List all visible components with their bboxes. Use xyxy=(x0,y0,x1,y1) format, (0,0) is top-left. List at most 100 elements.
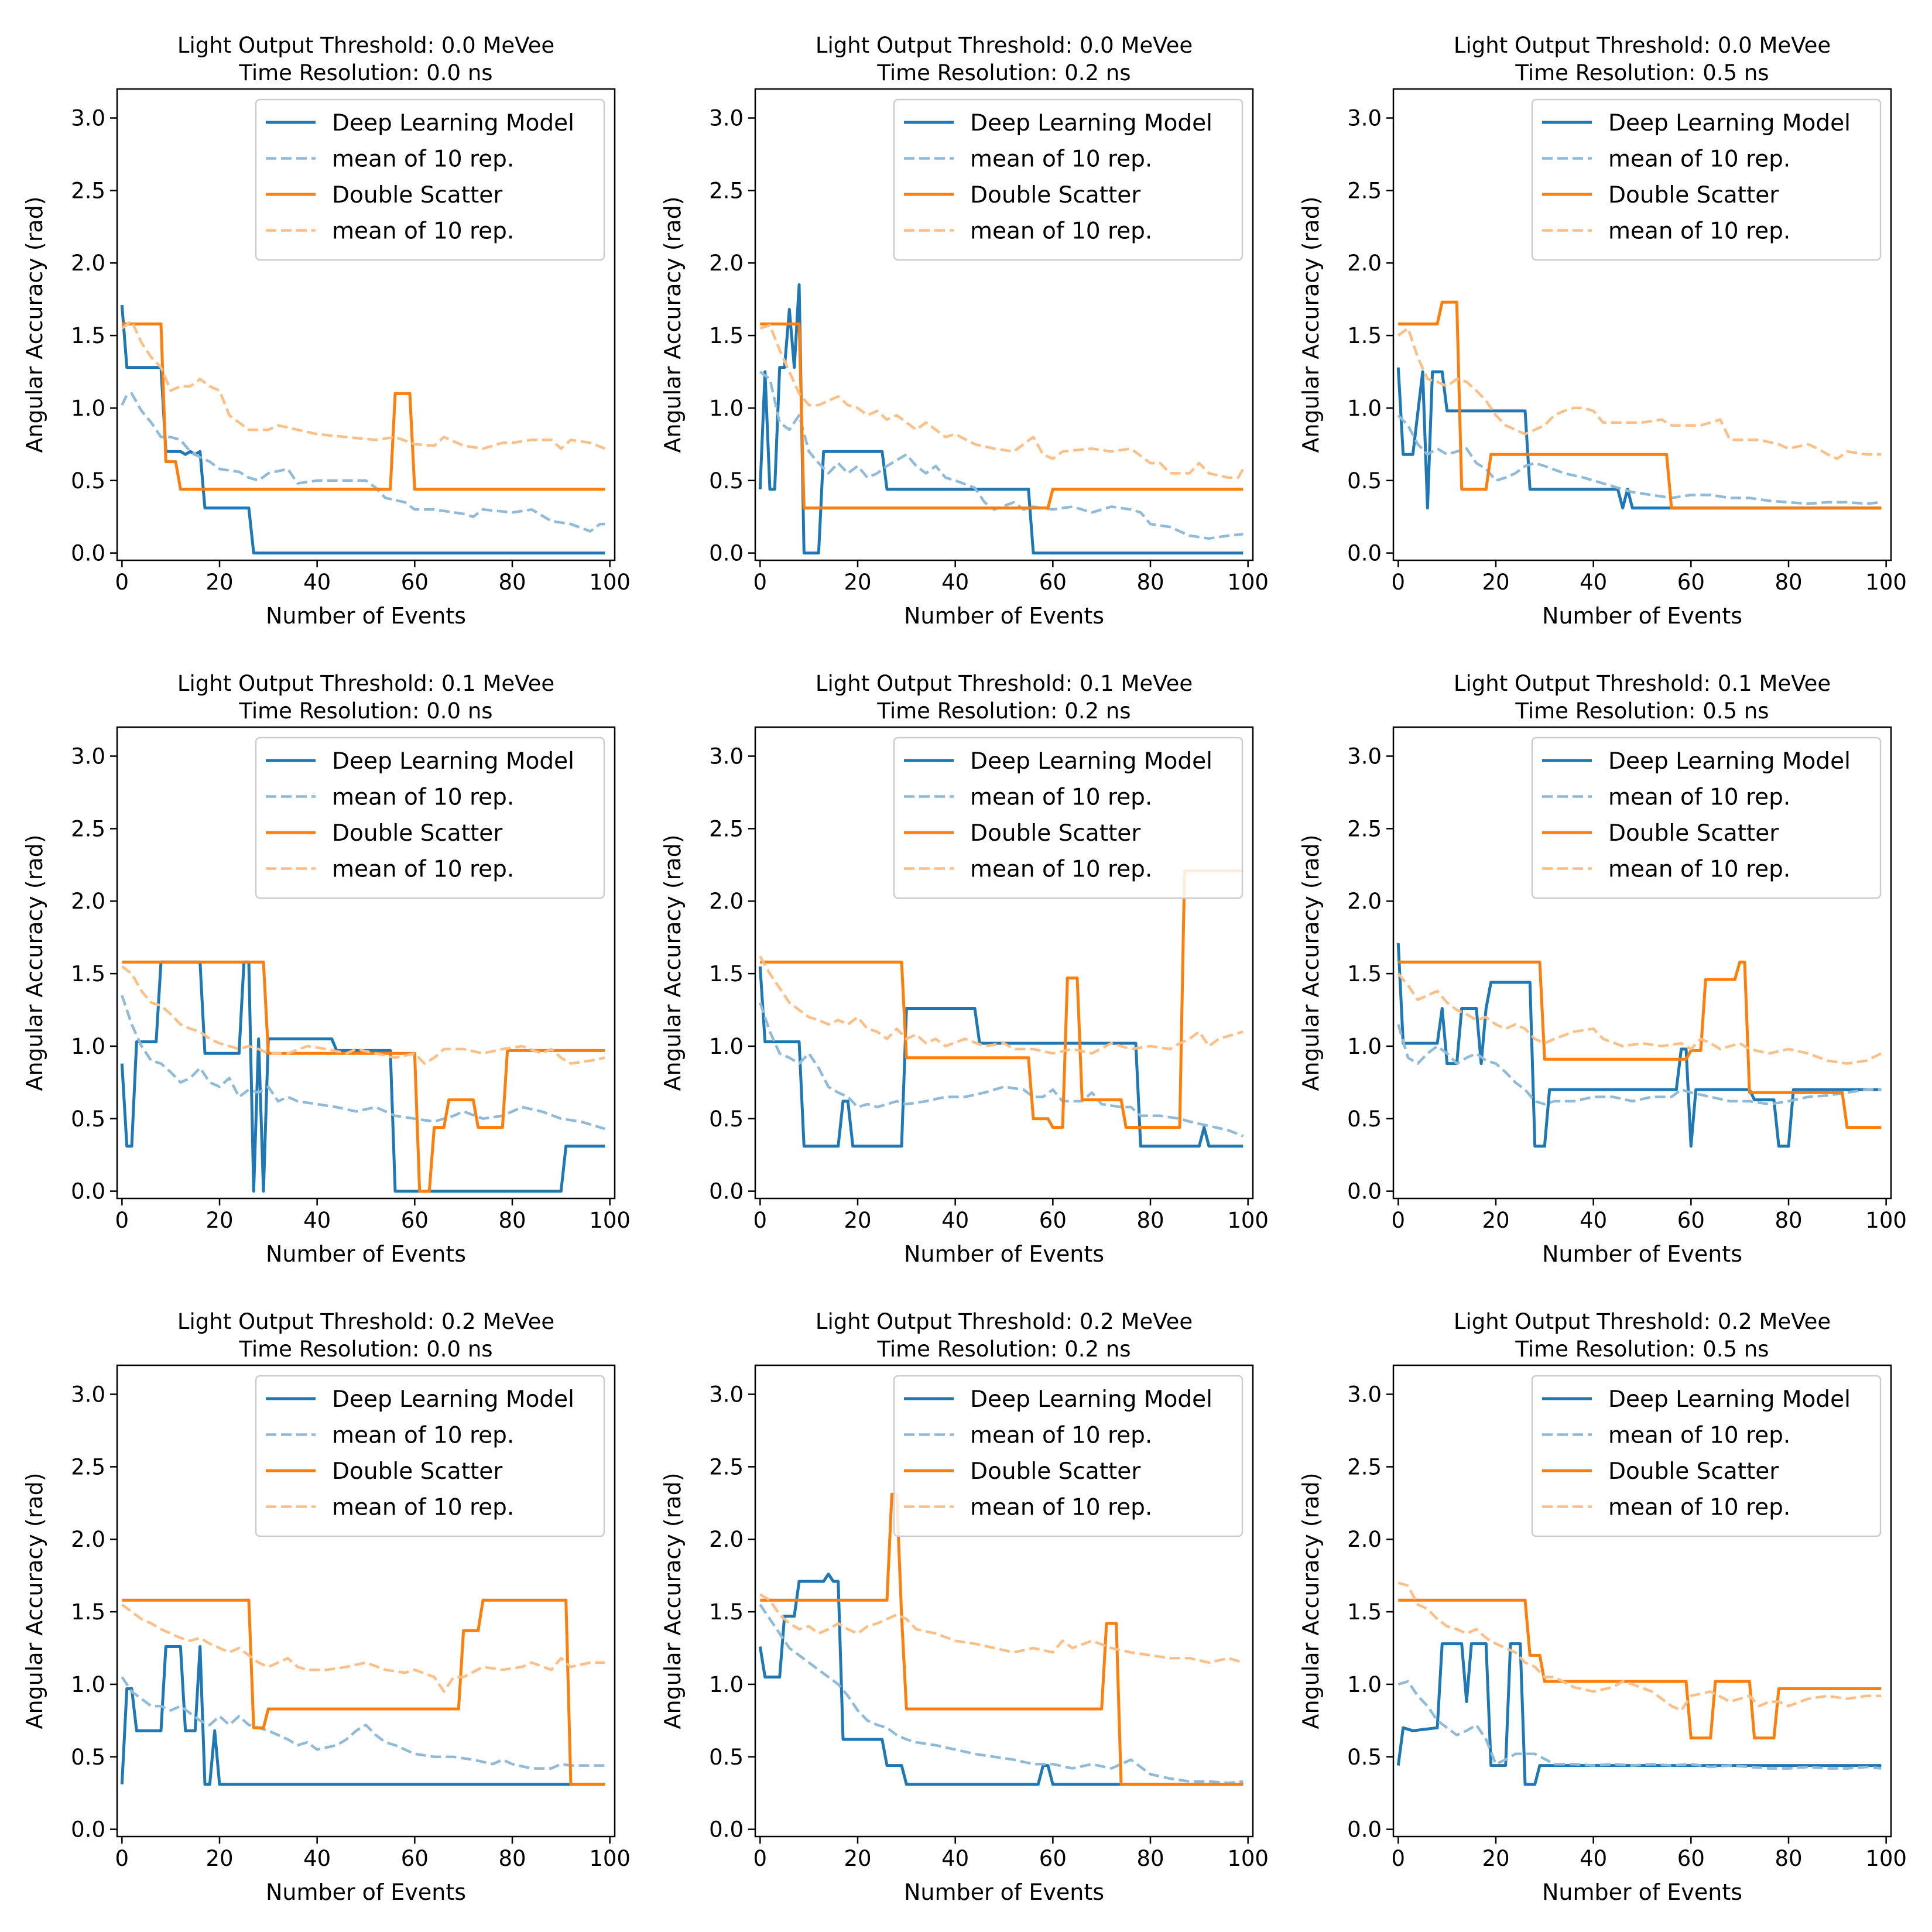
legend-label: Double Scatter xyxy=(332,820,503,847)
x-tick-label: 100 xyxy=(1865,570,1907,595)
y-tick-label: 2.0 xyxy=(71,1527,105,1552)
legend-label: mean of 10 rep. xyxy=(970,785,1152,811)
y-tick-label: 2.5 xyxy=(709,1454,744,1479)
x-axis-label: Number of Events xyxy=(904,603,1104,629)
x-axis-label: Number of Events xyxy=(266,1879,466,1905)
legend-label: mean of 10 rep. xyxy=(332,857,514,883)
x-tick-label: 20 xyxy=(1482,570,1509,595)
x-tick-label: 40 xyxy=(303,1208,331,1233)
y-tick-label: 0.5 xyxy=(709,468,744,494)
dl-series-line xyxy=(120,1645,605,1786)
dl-series-line xyxy=(1396,367,1882,510)
legend: Deep Learning Model mean of 10 rep. Double… xyxy=(893,737,1244,899)
x-tick-label: 20 xyxy=(844,1846,871,1871)
x-tick-label: 60 xyxy=(1039,570,1067,595)
y-tick-label: 0.5 xyxy=(71,1745,105,1770)
subplot-7: Light Output Threshold: 0.2 MeVee Time Re… xyxy=(22,1309,631,1905)
x-tick-label: 60 xyxy=(401,570,429,595)
x-tick-label: 60 xyxy=(1039,1208,1067,1233)
dl-series-line xyxy=(758,966,1244,1148)
ds-series-line xyxy=(760,869,1244,1129)
dl-mean-series-line xyxy=(1397,1024,1882,1106)
x-tick-label: 60 xyxy=(401,1208,429,1233)
x-tick-label: 0 xyxy=(753,570,768,595)
x-tick-label: 0 xyxy=(1392,1846,1406,1871)
y-tick-label: 2.5 xyxy=(1347,178,1382,203)
x-tick-label: 60 xyxy=(1677,1208,1705,1233)
y-tick-label: 1.5 xyxy=(71,323,105,348)
y-tick-label: 2.5 xyxy=(71,1454,105,1479)
dl-series-line xyxy=(758,1573,1244,1786)
x-tick-label: 20 xyxy=(1482,1208,1509,1233)
x-tick-label: 40 xyxy=(1580,570,1607,595)
x-axis-label: Number of Events xyxy=(904,1879,1104,1905)
axes-frame xyxy=(1392,1364,1892,1838)
y-axis-label: Angular Accuracy (rad) xyxy=(660,1472,686,1729)
ds-series-line xyxy=(122,1598,605,1786)
subplot-title-line: Time Resolution: 0.2 ns xyxy=(876,698,1131,724)
y-tick-label: 0.5 xyxy=(709,1745,744,1770)
axes-frame xyxy=(116,1364,616,1838)
subplot-title-line: Light Output Threshold: 0.1 MeVee xyxy=(1454,671,1831,696)
y-tick-label: 1.5 xyxy=(1347,961,1382,986)
y-axis-label: Angular Accuracy (rad) xyxy=(660,834,686,1091)
legend: Deep Learning Model mean of 10 rep. Double… xyxy=(893,1375,1244,1537)
ds-mean-series-line xyxy=(1397,972,1882,1065)
subplot-title-line: Time Resolution: 0.5 ns xyxy=(1515,60,1769,85)
legend: Deep Learning Model mean of 10 rep. Double… xyxy=(893,98,1244,261)
legend: Deep Learning Model mean of 10 rep. Double… xyxy=(255,737,605,899)
legend-box xyxy=(1531,1375,1882,1537)
y-tick-label: 2.0 xyxy=(1347,251,1382,276)
x-tick-label: 100 xyxy=(1865,1846,1907,1871)
y-tick-label: 1.5 xyxy=(71,961,105,986)
y-tick-label: 2.5 xyxy=(71,178,105,203)
subplot-title-line: Time Resolution: 0.5 ns xyxy=(1515,1337,1769,1362)
y-axis-label: Angular Accuracy (rad) xyxy=(1298,834,1324,1091)
x-tick-label: 80 xyxy=(1775,570,1802,595)
y-tick-label: 3.0 xyxy=(1347,106,1382,131)
legend-box xyxy=(255,98,605,261)
y-tick-label: 0.0 xyxy=(1347,1179,1382,1204)
y-axis-label: Angular Accuracy (rad) xyxy=(22,1472,47,1729)
legend-label: mean of 10 rep. xyxy=(970,1423,1152,1449)
axes-frame xyxy=(116,726,616,1200)
x-tick-label: 80 xyxy=(1136,1846,1164,1871)
y-tick-label: 2.0 xyxy=(1347,889,1382,914)
y-tick-label: 0.0 xyxy=(71,1817,105,1842)
dl-series-line xyxy=(1396,943,1882,1148)
x-tick-label: 40 xyxy=(941,570,969,595)
x-tick-label: 100 xyxy=(589,1846,631,1871)
legend-label: Deep Learning Model xyxy=(1608,748,1851,775)
x-tick-label: 0 xyxy=(1392,1208,1406,1233)
y-tick-label: 0.0 xyxy=(71,541,105,566)
x-axis-label: Number of Events xyxy=(266,1241,466,1267)
y-tick-label: 2.5 xyxy=(1347,1454,1382,1479)
y-tick-label: 3.0 xyxy=(709,744,744,769)
subplot-title-line: Time Resolution: 0.0 ns xyxy=(238,60,492,85)
x-tick-label: 60 xyxy=(1677,1846,1705,1871)
legend-label: mean of 10 rep. xyxy=(970,1495,1152,1521)
legend-label: Deep Learning Model xyxy=(970,110,1212,136)
x-tick-label: 60 xyxy=(401,1846,429,1871)
legend: Deep Learning Model mean of 10 rep. Double… xyxy=(255,1375,605,1537)
x-tick-label: 20 xyxy=(844,570,871,595)
y-tick-label: 2.5 xyxy=(709,816,744,841)
x-axis-label: Number of Events xyxy=(266,603,466,629)
dl-mean-series-line xyxy=(121,392,605,533)
x-tick-label: 100 xyxy=(589,1208,631,1233)
y-tick-label: 2.0 xyxy=(71,251,105,276)
legend-label: mean of 10 rep. xyxy=(1608,785,1790,811)
y-tick-label: 2.5 xyxy=(71,816,105,841)
axes-frame xyxy=(1392,726,1892,1200)
legend-label: Deep Learning Model xyxy=(970,1386,1212,1413)
legend-label: mean of 10 rep. xyxy=(332,1495,514,1521)
ds-mean-series-line xyxy=(121,320,606,450)
x-tick-label: 0 xyxy=(753,1846,768,1871)
legend-label: mean of 10 rep. xyxy=(970,218,1152,245)
x-tick-label: 80 xyxy=(1136,570,1164,595)
y-tick-label: 1.5 xyxy=(1347,323,1382,348)
y-tick-label: 1.0 xyxy=(71,396,105,421)
